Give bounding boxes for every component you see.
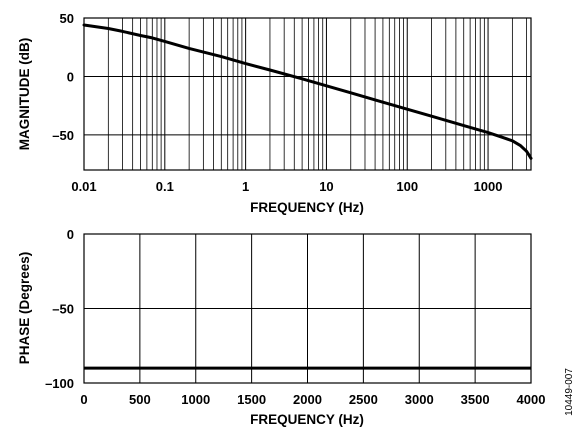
- phase-x-tick-label: 4000: [517, 392, 546, 407]
- magnitude-x-tick-label: 10: [319, 179, 333, 194]
- phase-plot-frame: [83, 233, 532, 384]
- magnitude-x-tick-label: 1: [242, 179, 249, 194]
- magnitude-chart: 0.01 0.1 1 10 100 1000 500–50 FREQUENCY (Hz) …: [17, 11, 533, 215]
- phase-x-tick-label: 2000: [293, 392, 322, 407]
- magnitude-x-tick-label: 100: [396, 179, 418, 194]
- phase-grid: [83, 233, 532, 384]
- figure-number: 10449-007: [564, 368, 575, 416]
- phase-y-tick-label: –50: [52, 302, 74, 317]
- phase-x-axis-label: FREQUENCY (Hz): [250, 412, 364, 427]
- magnitude-plot-frame: [83, 17, 532, 171]
- phase-x-tick-label: 3500: [461, 392, 490, 407]
- magnitude-y-tick-label: 0: [67, 69, 74, 84]
- magnitude-x-tick-label: 0.01: [71, 179, 96, 194]
- magnitude-series-line: [82, 23, 533, 160]
- phase-chart: 0 500 1000 1500 2000 2500 3000 3500 4000 0 –50 –10…: [17, 227, 545, 427]
- magnitude-x-axis-label: FREQUENCY (Hz): [250, 200, 364, 215]
- phase-y-tick-label: 0: [67, 227, 74, 242]
- phase-y-axis-label: PHASE (Degrees): [17, 252, 32, 365]
- magnitude-y-tick-label: –50: [52, 128, 74, 143]
- magnitude-y-axis-label: MAGNITUDE (dB): [17, 38, 32, 150]
- phase-y-tick-labels: 0 –50 –100: [45, 227, 74, 391]
- phase-x-tick-label: 1500: [237, 392, 266, 407]
- magnitude-x-tick-label: 0.1: [156, 179, 174, 194]
- magnitude-x-tick-label: 1000: [474, 179, 503, 194]
- phase-x-tick-label: 3000: [405, 392, 434, 407]
- phase-x-tick-label: 2500: [349, 392, 378, 407]
- magnitude-y-tick-labels: 50 0 –50: [52, 11, 74, 143]
- magnitude-grid: [83, 17, 531, 170]
- phase-y-tick-label: –100: [45, 376, 74, 391]
- magnitude-x-tick-labels: 0.01 0.1 1 10 100 1000: [71, 179, 502, 194]
- magnitude-y-tick-label: 50: [60, 11, 74, 26]
- phase-x-tick-label: 1000: [181, 392, 210, 407]
- phase-x-tick-label: 0: [80, 392, 87, 407]
- phase-x-tick-labels: 0 500 1000 1500 2000 2500 3000 3500 4000: [80, 392, 545, 407]
- phase-x-tick-label: 500: [129, 392, 151, 407]
